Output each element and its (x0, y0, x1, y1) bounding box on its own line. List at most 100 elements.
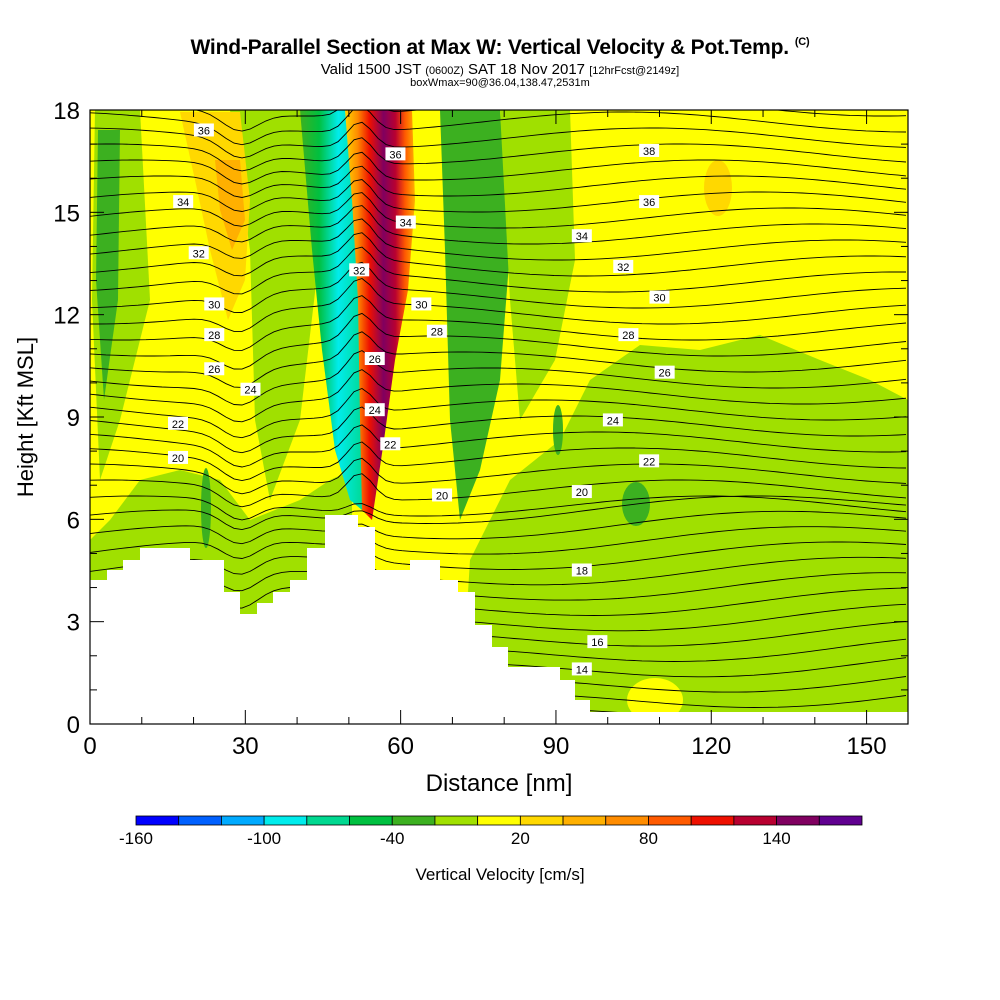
isentrope-label: 34 (571, 229, 592, 243)
field-updraft-left-core (215, 160, 245, 250)
isentrope-line (90, 192, 907, 229)
isentrope-label-text: 32 (617, 262, 629, 274)
isentrope-label-text: 32 (353, 265, 365, 277)
colorbar-bin (605, 815, 649, 826)
colorbar-bin (477, 815, 521, 826)
isentrope-label-text: 20 (172, 453, 184, 465)
isentrope-label-text: 34 (576, 231, 588, 243)
isentrope-line (90, 277, 907, 332)
forecast-info: [12hrFcst@2149z] (589, 65, 680, 77)
isentrope-label: 18 (571, 563, 592, 578)
field-band-right-2 (500, 110, 575, 420)
y-tick-label: 12 (53, 303, 80, 330)
isentrope-label: 26 (654, 365, 675, 380)
isentrope-label-text: 28 (431, 327, 443, 339)
isentrope-label-text: 22 (172, 419, 184, 431)
isentrope-label-text: 34 (400, 218, 412, 230)
y-tick-label: 3 (67, 610, 80, 637)
isentrope-line (90, 387, 907, 439)
isentrope-line (90, 369, 907, 423)
colorbar-tick-label: 140 (762, 829, 790, 848)
isentrope-label-text: 36 (643, 197, 655, 209)
isentrope-label: 36 (385, 147, 406, 161)
field-blob-e (627, 678, 683, 722)
isentrope-label: 28 (204, 328, 225, 342)
copyright-mark: (C) (794, 36, 810, 48)
isentrope-line (90, 457, 907, 495)
isentrope-label-text: 38 (643, 146, 655, 158)
colorbar-tick-label: -160 (119, 829, 153, 848)
field-band-mid (230, 110, 320, 500)
isentrope-line (90, 165, 907, 198)
isentrope-label: 20 (432, 488, 453, 502)
isentrope-label: 24 (240, 382, 261, 397)
isentrope-label-text: 22 (643, 456, 655, 468)
isentrope-label: 28 (618, 328, 639, 342)
isentrope-line (90, 556, 907, 592)
isentrope-line (90, 121, 907, 159)
isentrope-line (90, 495, 907, 521)
isentrope-line (90, 205, 907, 245)
isentrope-line (90, 510, 907, 545)
colorbar-tick-label: -40 (380, 829, 405, 848)
isentrope-label: 24 (602, 413, 623, 427)
isentrope-line (90, 350, 907, 406)
field-blob-d (201, 468, 211, 548)
field-band-left-2 (96, 130, 120, 400)
box-info: boxWmax=90@36.04,138.47,2531m (410, 77, 590, 89)
isentrope-label: 32 (349, 263, 370, 277)
isentrope-label-text: 28 (622, 330, 634, 342)
terrain-mask (90, 515, 908, 724)
isentrope-label-text: 26 (659, 368, 671, 380)
isentrope-label-text: 36 (198, 125, 210, 137)
field-blob-a (704, 160, 732, 216)
valid-utc: (0600Z) (425, 65, 464, 77)
colorbar-bin (391, 815, 436, 826)
isentrope-label: 16 (587, 635, 608, 649)
colorbar-tick-label: 20 (511, 829, 530, 848)
isentrope-label-text: 16 (591, 637, 603, 649)
y-tick-label: 6 (67, 507, 80, 534)
valid-date: SAT 18 Nov 2017 (467, 61, 586, 78)
field-band-right (440, 110, 510, 520)
colorbar-tick-label: -100 (247, 829, 281, 848)
isentrope-label: 14 (571, 662, 592, 676)
field-updraft-core (345, 110, 415, 520)
isentrope-label-text: 18 (576, 566, 588, 578)
isentrope-label: 20 (168, 450, 189, 465)
isentrope-line (90, 295, 907, 351)
isentrope-label: 36 (639, 195, 660, 209)
x-axis-title: Distance [nm] (426, 770, 573, 797)
isentrope-line (90, 151, 907, 185)
isentrope-line (90, 312, 907, 370)
colorbar-bin (178, 815, 222, 826)
isentrope-line (90, 473, 907, 508)
isentrope-line (90, 179, 907, 213)
colorbar-bin (690, 815, 735, 826)
isentrope-label: 28 (426, 324, 447, 339)
x-tick-label: 30 (232, 733, 259, 760)
isentrope-label: 22 (168, 416, 189, 431)
isentrope-label: 38 (639, 143, 660, 158)
isentrope-label: 30 (411, 297, 432, 311)
isentrope-line (90, 495, 907, 531)
isentrope-label-text: 30 (653, 293, 665, 305)
isentrope-line (90, 246, 906, 295)
contour-labels: 36 36 38 34 34 36 32 32 34 32 30 30 30 28 28 28 26 26 26 24… (168, 123, 675, 676)
isentrope-label: 34 (173, 195, 194, 209)
isentrope-label: 26 (364, 352, 385, 366)
isentrope-line (90, 218, 907, 261)
isentrope-label-text: 24 (369, 405, 381, 417)
colorbar-bin (349, 815, 393, 826)
isentrope-label-text: 20 (436, 490, 448, 502)
y-tick-label: 15 (53, 200, 80, 227)
valid-prefix: Valid 1500 JST (320, 61, 422, 78)
isentrope-line (90, 406, 907, 454)
field-blob-c (553, 405, 563, 455)
isentrope-label: 32 (613, 259, 634, 274)
isentrope-label: 32 (188, 246, 209, 260)
isentrope-line (194, 110, 907, 132)
isentrope-label-text: 26 (369, 354, 381, 366)
isentrope-label-text: 24 (607, 415, 619, 427)
